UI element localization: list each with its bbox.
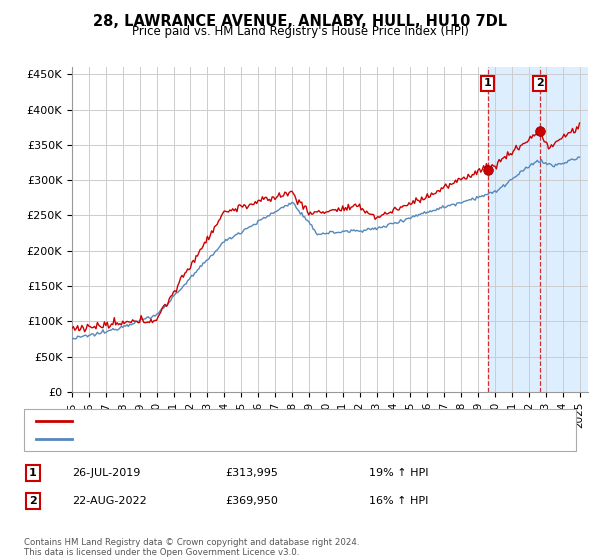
Text: 26-JUL-2019: 26-JUL-2019 (72, 468, 140, 478)
Text: 1: 1 (29, 468, 37, 478)
Text: 2: 2 (536, 78, 544, 88)
Text: 22-AUG-2022: 22-AUG-2022 (72, 496, 147, 506)
Text: 1: 1 (484, 78, 492, 88)
Text: 16% ↑ HPI: 16% ↑ HPI (369, 496, 428, 506)
Text: 19% ↑ HPI: 19% ↑ HPI (369, 468, 428, 478)
Text: 2: 2 (29, 496, 37, 506)
Text: 28, LAWRANCE AVENUE, ANLABY, HULL, HU10 7DL (detached house): 28, LAWRANCE AVENUE, ANLABY, HULL, HU10 … (81, 416, 439, 426)
Bar (488, 67, 600, 392)
Text: HPI: Average price, detached house, East Riding of Yorkshire: HPI: Average price, detached house, East… (81, 434, 397, 444)
Text: £369,950: £369,950 (225, 496, 278, 506)
Text: Contains HM Land Registry data © Crown copyright and database right 2024.
This d: Contains HM Land Registry data © Crown c… (24, 538, 359, 557)
Text: Price paid vs. HM Land Registry's House Price Index (HPI): Price paid vs. HM Land Registry's House … (131, 25, 469, 38)
Text: £313,995: £313,995 (225, 468, 278, 478)
Text: 28, LAWRANCE AVENUE, ANLABY, HULL, HU10 7DL: 28, LAWRANCE AVENUE, ANLABY, HULL, HU10 … (93, 14, 507, 29)
